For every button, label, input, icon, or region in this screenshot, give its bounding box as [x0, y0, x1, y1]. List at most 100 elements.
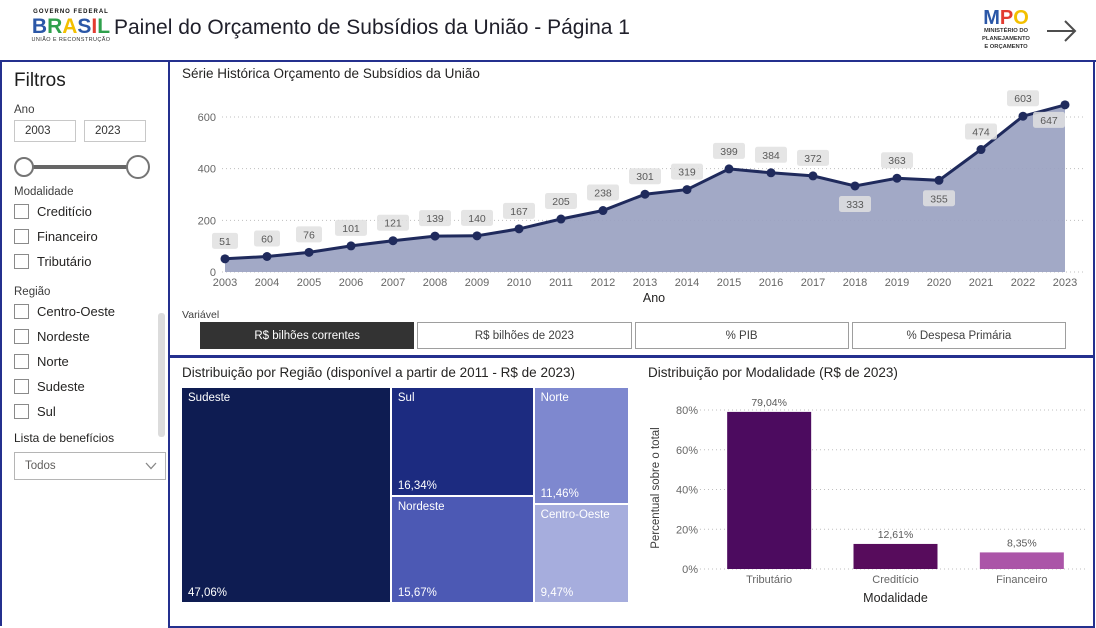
- svg-text:355: 355: [930, 193, 948, 205]
- bar-crediticio[interactable]: [853, 543, 938, 569]
- checkbox-sul[interactable]: Sul: [14, 404, 56, 419]
- data-point[interactable]: [976, 145, 986, 155]
- svg-text:333: 333: [846, 199, 864, 211]
- checkbox-sudeste[interactable]: Sudeste: [14, 379, 85, 394]
- gov-logo-bottom-text: UNIÃO E RECONSTRUÇÃO: [31, 36, 111, 43]
- data-label: 205: [545, 193, 577, 210]
- checkbox-box[interactable]: [14, 404, 29, 419]
- treemap-box-nordeste[interactable]: Nordeste 15,67%: [391, 497, 533, 602]
- page-title: Painel do Orçamento de Subsídios da Uniã…: [114, 16, 630, 39]
- data-point[interactable]: [934, 175, 944, 185]
- data-point[interactable]: [430, 231, 440, 241]
- data-point[interactable]: [766, 168, 776, 178]
- data-point[interactable]: [640, 189, 650, 199]
- data-label: 140: [461, 209, 493, 226]
- data-point[interactable]: [388, 236, 398, 246]
- svg-text:167: 167: [510, 206, 528, 218]
- checkbox-crediticio[interactable]: Creditício: [14, 204, 92, 219]
- variable-button-r-bilhoes-correntes[interactable]: R$ bilhões correntes: [200, 322, 415, 349]
- data-point[interactable]: [808, 171, 818, 181]
- data-point[interactable]: [892, 173, 902, 183]
- y-tick: 60%: [676, 445, 698, 457]
- checkbox-box[interactable]: [14, 304, 29, 319]
- x-tick: 2014: [675, 277, 699, 289]
- svg-text:51: 51: [219, 236, 231, 248]
- data-label: 101: [335, 219, 367, 236]
- logo-letter: S: [77, 14, 92, 38]
- slider-track[interactable]: [24, 165, 138, 169]
- data-point[interactable]: [1018, 111, 1028, 121]
- data-label: 121: [377, 214, 409, 231]
- bar-value-label: 12,61%: [878, 529, 914, 541]
- checkbox-financeiro[interactable]: Financeiro: [14, 229, 98, 244]
- x-tick: 2004: [255, 277, 279, 289]
- next-page-arrow-icon[interactable]: [1044, 18, 1080, 44]
- chevron-down-icon: [145, 462, 157, 470]
- checkbox-box[interactable]: [14, 329, 29, 344]
- checkbox-box[interactable]: [14, 229, 29, 244]
- data-point[interactable]: [1060, 100, 1070, 110]
- beneficios-dropdown[interactable]: Todos: [14, 452, 166, 480]
- x-tick: 2015: [717, 277, 741, 289]
- year-to-input[interactable]: [84, 120, 146, 142]
- data-label: 384: [755, 146, 787, 163]
- y-tick: 600: [198, 112, 216, 124]
- treemap-box-sudeste[interactable]: Sudeste 47,06%: [182, 388, 390, 602]
- sidebar-scrollbar[interactable]: [158, 313, 165, 437]
- checkbox-norte[interactable]: Norte: [14, 354, 69, 369]
- x-tick: Financeiro: [996, 574, 1047, 586]
- checkbox-nordeste[interactable]: Nordeste: [14, 329, 90, 344]
- x-tick: 2022: [1011, 277, 1035, 289]
- governo-federal-logo: GOVERNO FEDERAL BRASIL UNIÃO E RECONSTRU…: [30, 9, 112, 43]
- x-tick: 2012: [591, 277, 615, 289]
- x-tick: Creditício: [872, 574, 918, 586]
- x-tick: 2021: [969, 277, 993, 289]
- bar-financeiro[interactable]: [979, 552, 1064, 569]
- data-label: 60: [254, 230, 280, 247]
- line-chart: 0 200 400 600 2003 2004 2005 2006 2007 2008 2009 20…: [198, 90, 1086, 305]
- modalidade-bar-chart: 0% 20% 40% 60% 80% 79,04% Tributário 12,61% Cred…: [676, 397, 1085, 605]
- slider-handle-left[interactable]: [14, 157, 34, 177]
- treemap-title: Distribuição por Região (disponível a pa…: [182, 365, 575, 380]
- mpo-logo: MPO MINISTÉRIO DO PLANEJAMENTO E ORÇAMEN…: [968, 8, 1044, 51]
- checkbox-box[interactable]: [14, 204, 29, 219]
- data-point[interactable]: [682, 185, 692, 195]
- year-from-input[interactable]: [14, 120, 76, 142]
- checkbox-tributario[interactable]: Tributário: [14, 254, 91, 269]
- data-point[interactable]: [724, 164, 734, 174]
- data-point[interactable]: [514, 224, 524, 234]
- svg-text:647: 647: [1040, 115, 1058, 127]
- data-point[interactable]: [598, 206, 608, 216]
- bar-tributario[interactable]: [727, 411, 812, 569]
- checkbox-box[interactable]: [14, 379, 29, 394]
- variable-button--despesa-primaria[interactable]: % Despesa Primária: [851, 322, 1066, 349]
- x-tick: 2003: [213, 277, 237, 289]
- data-point[interactable]: [304, 247, 314, 257]
- data-point[interactable]: [556, 214, 566, 224]
- treemap-box-sul[interactable]: Sul 16,34%: [391, 388, 533, 496]
- mpo-line-1: MINISTÉRIO DO: [983, 28, 1029, 34]
- logo-letter: O: [1013, 7, 1029, 29]
- x-tick: 2006: [339, 277, 363, 289]
- checkbox-box[interactable]: [14, 254, 29, 269]
- checkbox-centro-oeste[interactable]: Centro-Oeste: [14, 304, 115, 319]
- variable-button-r-bilhoes-de-2023[interactable]: R$ bilhões de 2023: [417, 322, 632, 349]
- treemap-box-centro-oeste[interactable]: Centro-Oeste 9,47%: [534, 505, 628, 602]
- data-point[interactable]: [850, 181, 860, 191]
- mpo-logo-text: MPO: [968, 8, 1044, 28]
- svg-text:238: 238: [594, 188, 612, 200]
- checkbox-box[interactable]: [14, 354, 29, 369]
- variable-button--pib[interactable]: % PIB: [634, 322, 849, 349]
- variable-selector-label: Variável: [182, 309, 220, 321]
- data-point[interactable]: [472, 231, 482, 241]
- data-label: 51: [212, 232, 238, 249]
- data-point[interactable]: [220, 254, 230, 264]
- slider-handle-right[interactable]: [126, 155, 150, 179]
- data-point[interactable]: [346, 241, 356, 251]
- x-tick: 2011: [549, 277, 573, 289]
- data-label: 238: [587, 184, 619, 201]
- treemap-box-norte[interactable]: Norte 11,46%: [534, 388, 628, 504]
- year-range-slider[interactable]: [14, 152, 150, 182]
- data-point[interactable]: [262, 252, 272, 261]
- bar-chart-xlabel: Modalidade: [863, 591, 928, 605]
